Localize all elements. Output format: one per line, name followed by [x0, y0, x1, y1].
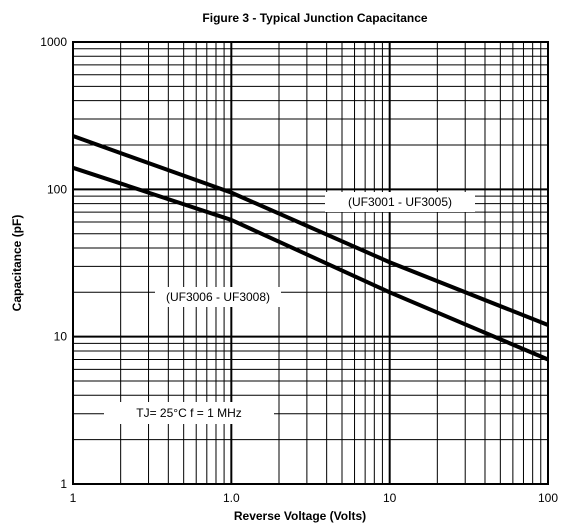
x-tick-label: 10 — [383, 491, 397, 505]
y-tick-label: 1 — [60, 477, 67, 491]
x-tick-labels: 1 1.0 10 100 — [70, 491, 559, 505]
series-label-uf3001-uf3005: (UF3001 - UF3005) — [325, 192, 475, 212]
y-tick-label: 1000 — [40, 35, 67, 49]
chart-title: Figure 3 - Typical Junction Capacitance — [202, 11, 427, 25]
series-label-uf3001-uf3005-bg — [325, 192, 475, 212]
y-tick-label: 10 — [54, 330, 68, 344]
x-tick-label: 100 — [538, 491, 558, 505]
x-axis-label: Reverse Voltage (Volts) — [234, 509, 366, 523]
conditions-annotation-bg — [104, 402, 274, 424]
conditions-annotation: TJ= 25°C f = 1 MHz — [104, 402, 274, 424]
series-layer — [72, 134, 549, 362]
series-label-uf3006-uf3008-bg — [155, 287, 281, 307]
x-tick-label: 1.0 — [223, 491, 240, 505]
x-tick-label: 1 — [70, 491, 77, 505]
plot-border — [72, 41, 549, 485]
series-line-uf3001-uf3005 — [72, 134, 549, 327]
series-line-uf3006-uf3008 — [72, 165, 549, 362]
y-tick-labels: 1 10 100 1000 — [40, 35, 67, 491]
y-axis-label: Capacitance (pF) — [10, 215, 24, 312]
series-label-uf3006-uf3008: (UF3006 - UF3008) — [155, 287, 281, 307]
conditions-annotation-text: TJ= 25°C f = 1 MHz — [136, 406, 242, 420]
y-tick-label: 100 — [47, 182, 67, 196]
label-layer: (UF3001 - UF3005) (UF3006 - UF3008) TJ= 25… — [104, 192, 475, 424]
series-label-uf3006-uf3008-text: (UF3006 - UF3008) — [166, 290, 270, 304]
series-label-uf3001-uf3005-text: (UF3001 - UF3005) — [348, 195, 452, 209]
